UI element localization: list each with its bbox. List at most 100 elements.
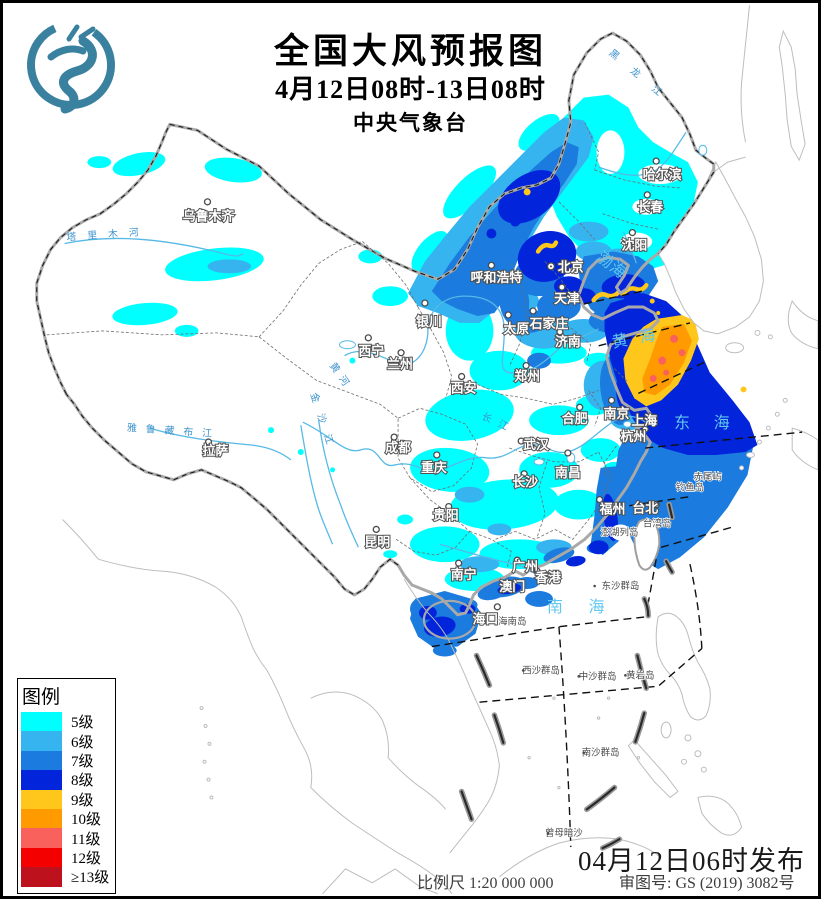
foreign-coastlines <box>62 5 818 895</box>
island-label: 赤尾屿 <box>694 471 722 482</box>
vietnam-coast <box>403 578 500 854</box>
island-label: 中沙群岛 <box>579 670 617 681</box>
luzon <box>655 612 711 721</box>
island-label: 南沙群岛 <box>582 747 620 758</box>
island-label: 东沙群岛 <box>602 580 640 591</box>
legend-swatch <box>21 867 62 887</box>
city-label: 重庆 <box>421 460 447 475</box>
island-label: 海南岛 <box>498 616 526 627</box>
city-label: 昆明 <box>364 534 390 549</box>
city-label: 西安 <box>451 380 477 395</box>
borneo-coast <box>499 837 661 878</box>
legend-row: 8级 <box>18 770 115 790</box>
island-label: 曾母暗沙 <box>545 827 583 838</box>
city-label: 南京 <box>604 406 630 421</box>
legend-label: 9级 <box>71 792 94 809</box>
legend-label: ≥13级 <box>71 870 110 887</box>
city-label: 沈阳 <box>621 237 647 252</box>
nine-dash-line <box>458 501 675 851</box>
city-label: 杭州 <box>620 429 646 444</box>
city-label: 郑州 <box>514 369 540 384</box>
city-label: 长沙 <box>512 475 538 490</box>
island-label: 澎湖列岛 <box>601 526 639 537</box>
legend-label: 10级 <box>71 812 102 829</box>
city-label: 西宁 <box>358 344 384 359</box>
city-label: 呼和浩特 <box>471 270 523 285</box>
legend-swatch <box>21 847 62 868</box>
city-label: 合肥 <box>562 411 588 426</box>
city-label: 福州 <box>599 502 626 517</box>
city-label: 天津 <box>554 291 580 306</box>
legend: 图例 5级 6级 7级 8级 9级 10级 11级 12级 ≥13级 <box>17 678 116 894</box>
taiwan-island <box>633 518 661 571</box>
legend-swatch <box>21 712 62 732</box>
city-label: 成都 <box>385 440 411 455</box>
island-label: 西沙群岛 <box>522 664 560 675</box>
legend-swatch <box>21 750 62 771</box>
city-label: 石家庄 <box>529 316 569 331</box>
palawan <box>627 739 679 799</box>
legend-label: 11级 <box>71 831 101 848</box>
cma-dragon-logo <box>27 21 115 114</box>
city-markers <box>203 157 660 611</box>
wind-region-gaps <box>596 130 683 251</box>
city-label: 太原 <box>503 321 529 336</box>
city-label: 北京 <box>558 259 584 274</box>
legend-title: 图例 <box>22 687 61 708</box>
city-label: 银川 <box>416 314 442 329</box>
island-label: 黄岩岛 <box>626 669 654 680</box>
legend-row: 11级 <box>18 828 115 848</box>
legend-row: 6级 <box>18 731 115 751</box>
river-label: 黄河 <box>327 360 356 393</box>
penghu-gap <box>610 524 631 541</box>
wind-regions-level11 <box>649 334 686 382</box>
city-label: 长春 <box>637 200 663 215</box>
legend-row: 9级 <box>18 789 115 809</box>
legend-swatch <box>21 731 62 751</box>
city-label: 武汉 <box>523 437 549 452</box>
city-label: 海口 <box>473 612 499 627</box>
city-label: 香港 <box>534 570 562 585</box>
sakhalin <box>778 29 806 162</box>
city-label: 台北 <box>632 501 658 516</box>
sea-label: 南海 <box>547 598 630 616</box>
rivers <box>64 131 708 576</box>
hainan-outline <box>422 599 477 640</box>
myanmar-thailand-coast <box>98 558 313 788</box>
city-label: 拉萨 <box>203 443 229 458</box>
city-label: 贵阳 <box>433 507 459 522</box>
legend-label: 7级 <box>71 753 94 770</box>
legend-row: 7级 <box>18 750 115 771</box>
river-label: 塔里木河 <box>66 225 150 244</box>
city-label: 乌鲁木齐 <box>183 209 235 224</box>
legend-row: ≥13级 <box>18 867 115 887</box>
city-labels: 乌鲁木齐 呼和浩特 哈尔滨 长春 沈阳 北京 天津 石家庄 太原 济南 银川 西… <box>182 166 683 628</box>
river-label: 金沙江 <box>308 391 341 457</box>
city-label: 南昌 <box>555 465 581 480</box>
map-canvas: 乌鲁木齐 呼和浩特 哈尔滨 长春 沈阳 北京 天津 石家庄 太原 济南 银川 西… <box>35 5 818 895</box>
legend-swatch <box>21 828 62 848</box>
legend-label: 12级 <box>71 850 102 867</box>
island-label: 台湾岛 <box>643 517 671 528</box>
river-label: 雅鲁藏布江 <box>127 421 222 441</box>
legend-row: 10级 <box>18 808 115 829</box>
island-label: 钓鱼岛 <box>676 482 704 493</box>
city-label: 上海 <box>631 413 657 428</box>
city-label: 广州 <box>512 559 538 574</box>
island-labels: 台湾岛 澎湖列岛 海南岛 东沙群岛 西沙群岛 中沙群岛 黄岩岛 南沙群岛 曾母暗… <box>497 470 722 839</box>
legend-swatch <box>21 808 62 829</box>
city-label: 兰州 <box>387 357 413 372</box>
province-boundaries <box>46 122 681 568</box>
sea-label: 东海 <box>674 414 753 432</box>
legend-swatch <box>21 770 62 790</box>
legend-row: 12级 <box>18 847 115 868</box>
legend-label: 5级 <box>71 715 94 732</box>
city-label: 济南 <box>555 334 581 349</box>
city-label: 澳门 <box>499 579 525 594</box>
legend-label: 6级 <box>71 734 94 751</box>
city-label: 南宁 <box>451 567 477 582</box>
city-label: 哈尔滨 <box>643 167 682 182</box>
legend-label: 8级 <box>71 773 94 790</box>
legend-swatch <box>21 789 62 809</box>
